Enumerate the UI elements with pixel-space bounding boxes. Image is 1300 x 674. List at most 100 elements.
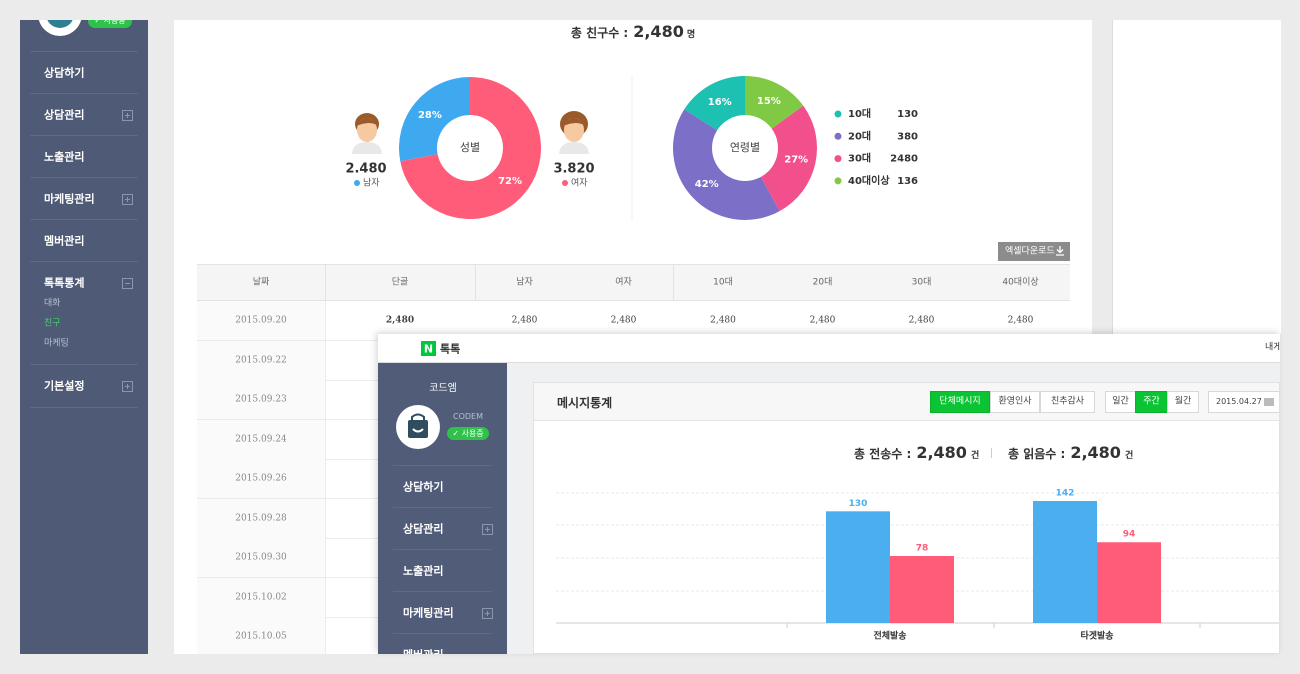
menu-divider [30,135,138,136]
bar [1033,501,1097,623]
legend-label: 40대이상 [848,174,890,187]
segment-label: 16% [708,97,732,108]
table-cell: 2,480 [809,315,836,326]
gender-count: 3.820 [553,162,594,177]
table-cell: 2,480 [710,315,736,326]
col-divider [325,340,326,380]
status-badge: ✓ 사용중 [88,20,132,28]
menu-item[interactable]: 멤버관리 [403,650,443,655]
legend-label: 20대 [848,129,871,142]
message-tab[interactable]: 환영인사 [990,391,1040,413]
menu-item[interactable]: 톡톡통계 [44,276,85,290]
table-cell: 2,480 [1007,315,1034,326]
total-unit: 명 [686,30,696,40]
date-cell-bg [197,538,325,578]
collapse-icon [122,278,133,289]
menu-item[interactable]: 멤버관리 [44,234,85,248]
profile-avatar [396,405,440,449]
header-cell: 10대 [713,277,733,288]
legend-dot [834,177,842,185]
menu-divider [393,633,492,634]
table-cell: 2015.10.05 [235,631,287,642]
menu-item[interactable]: 마케팅관리 [403,606,454,620]
total-value: 2,480 [1070,443,1121,462]
excel-button-text: 엑셀다운로드 [1005,246,1055,257]
col-divider [325,617,326,654]
total-unit: 건 [970,451,980,461]
gender-label: 남자 [363,178,380,189]
date-cell-bg [197,419,325,459]
menu-divider [30,51,138,52]
bag-smile [412,428,424,433]
person-face [564,118,584,142]
date-picker[interactable]: 2015.04.27 [1208,391,1279,413]
menu-item[interactable]: 상담관리 [403,522,444,536]
menu-item[interactable]: 상담관리 [44,108,85,122]
category-label: 전체발송 [873,630,906,642]
submenu-item[interactable]: 대화 [44,298,61,309]
message-tab-text: 단체메시지 [939,396,981,407]
bar-value-label: 94 [1123,530,1136,540]
donut-segment [673,109,780,220]
expand-icon [482,524,493,535]
submenu-item[interactable]: 친구 [44,318,61,329]
col-divider [325,498,326,538]
date-cell-bg [197,340,325,380]
col-divider [325,459,326,499]
top-right-link[interactable]: 내게 [1265,342,1280,353]
menu-item[interactable]: 상담하기 [403,480,444,494]
legend-dot [834,110,842,118]
menu-item[interactable]: 마케팅관리 [44,192,95,206]
date-cell-bg [197,459,325,499]
avatar-icon [408,413,428,438]
menu-item[interactable]: 기본설정 [44,379,85,393]
total-line: 총 읽음수 : 2,480 건 [1008,445,1133,461]
menu-divider [393,591,492,592]
submenu-item[interactable]: 마케팅 [44,338,69,349]
segment-label: 72% [498,176,522,187]
message-tab[interactable]: 단체메시지 [930,391,990,413]
message-tab-text: 친추감사 [1050,396,1085,407]
logo: N [421,341,436,356]
table-cell: 2,480 [385,315,415,326]
donut-center-label: 연령별 [730,141,760,154]
period-tab[interactable]: 월간 [1167,391,1199,413]
legend-dot [834,132,842,140]
excel-button[interactable]: 엑셀다운로드 [998,242,1070,261]
period-tab-text: 월간 [1174,396,1192,407]
date-cell-bg [197,577,325,617]
message-tab[interactable]: 친추감사 [1040,391,1095,413]
person-fringe [563,118,585,126]
menu-divider [30,261,138,262]
total-label: 총 읽음수 : [1008,447,1066,461]
bar [826,511,890,623]
gender-label: 여자 [571,177,588,189]
total-value: 2,480 [633,22,684,41]
table-cell: 2,480 [511,315,538,326]
legend-label: 30대 [848,152,871,165]
legend-dot [562,180,568,186]
table-cell: 2,480 [908,315,935,326]
menu-item[interactable]: 노출관리 [403,564,444,578]
gender-count: 2.480 [345,162,386,177]
expand-icon [482,608,493,619]
period-tab-text: 일간 [1112,396,1129,407]
person-shirt [559,142,589,154]
menu-item[interactable]: 상담하기 [44,66,85,80]
profile-name: 코드엠 [429,383,457,394]
menu-divider [30,364,138,365]
total-line: 총 친구수 : 2,480 명 [571,24,695,40]
person-face [357,118,377,142]
brand-name: 톡톡 [440,342,461,356]
menu-item[interactable]: 노출관리 [44,150,85,164]
header-divider [475,264,476,301]
card-title: 메시지통계 [557,396,613,410]
bar-value-label: 130 [849,499,868,509]
top-bar-border [378,362,1280,363]
legend-dot [354,180,360,186]
menu-divider [30,93,138,94]
donut-center-label: 성별 [460,141,480,154]
download-icon [1056,246,1064,256]
